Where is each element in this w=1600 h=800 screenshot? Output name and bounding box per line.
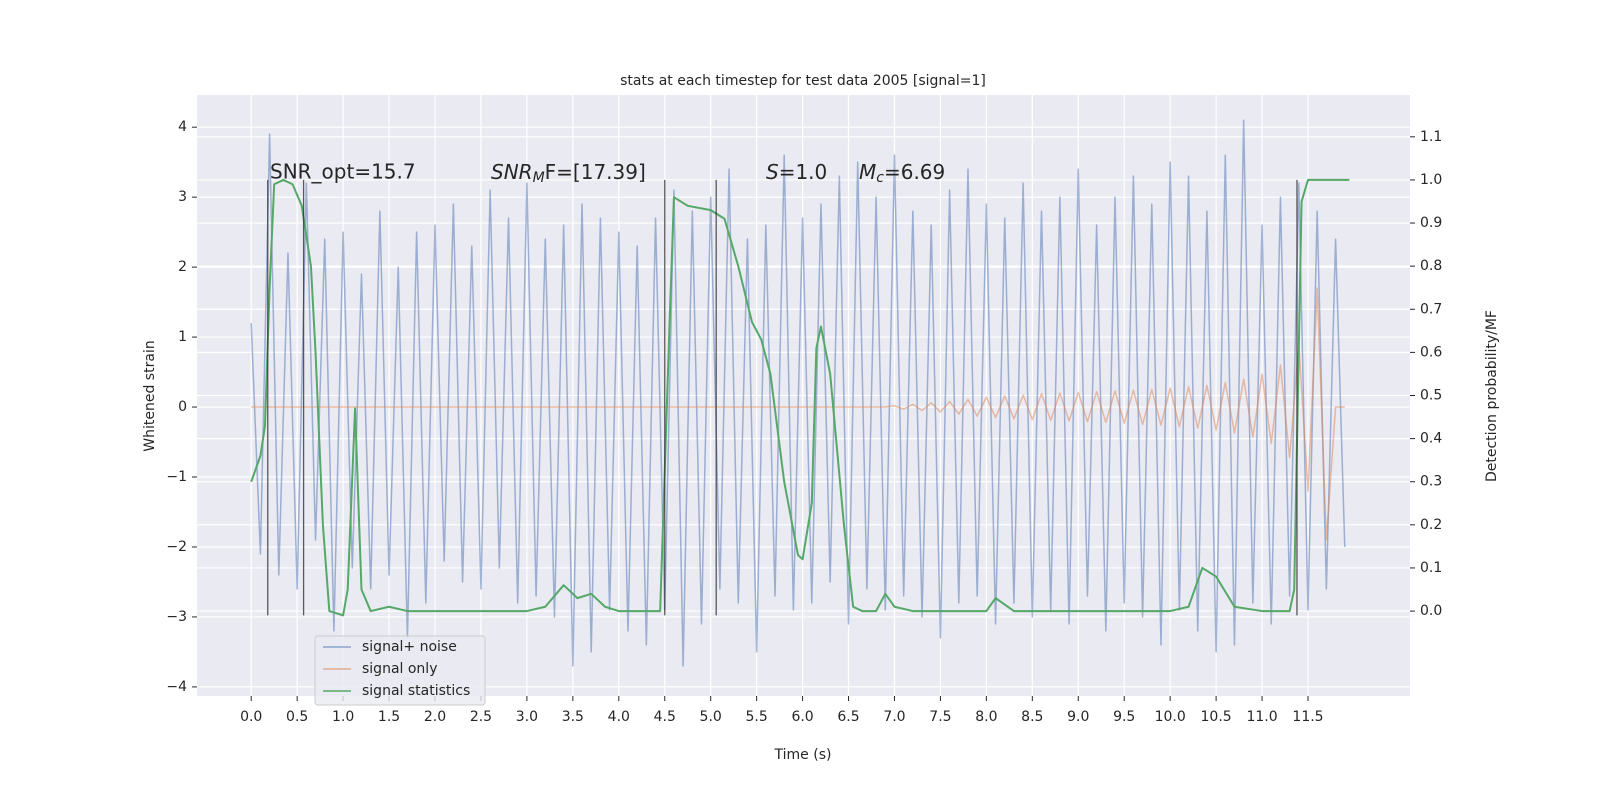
x-tick-label: 7.5	[929, 709, 951, 725]
y-tick-label: −4	[166, 679, 187, 695]
x-tick-label: 4.5	[654, 709, 676, 725]
y2-tick-label: 0.3	[1420, 474, 1442, 490]
y2-tick-label: 0.4	[1420, 431, 1442, 447]
annotation-part: M	[859, 160, 876, 184]
x-tick-label: 6.5	[837, 709, 859, 725]
y-tick-label: 3	[178, 189, 187, 205]
annotation-part: =6.69	[884, 160, 945, 184]
x-tick-label: 8.5	[1021, 709, 1043, 725]
y2-tick-label: 1.1	[1420, 129, 1442, 145]
y-tick-label: 1	[178, 329, 187, 345]
y-tick-label: 4	[178, 119, 187, 135]
annotation-part: F=[17.39]	[545, 160, 646, 184]
x-tick-label: 5.0	[700, 709, 722, 725]
y2-tick-label: 0.6	[1420, 344, 1442, 360]
y2-axis-label: Detection probability/MF	[1484, 310, 1500, 482]
series-line	[250, 119, 1346, 667]
legend-label: signal+ noise	[362, 639, 457, 655]
x-tick-label: 10.0	[1155, 709, 1186, 725]
annotation-part: =1.0	[779, 160, 828, 184]
annotation: Mc=6.69	[859, 160, 945, 187]
y-tick-label: 0	[178, 399, 187, 415]
annotation-part: M	[533, 170, 545, 186]
x-tick-label: 2.0	[424, 709, 446, 725]
legend-label: signal statistics	[362, 683, 470, 699]
y-tick-label: −1	[166, 469, 187, 485]
y-axis-label: Whitened strain	[142, 340, 158, 451]
x-tick-label: 3.0	[516, 709, 538, 725]
annotation-part: c	[876, 170, 884, 186]
x-tick-label: 7.0	[883, 709, 905, 725]
y-tick-label: 2	[178, 259, 187, 275]
x-tick-label: 9.5	[1113, 709, 1135, 725]
x-tick-label: 8.0	[975, 709, 997, 725]
y2-tick-label: 0.7	[1420, 301, 1442, 317]
y2-tick-label: 0.1	[1420, 560, 1442, 576]
x-tick-label: 11.0	[1246, 709, 1277, 725]
x-tick-label: 10.5	[1201, 709, 1232, 725]
annotation-part: SNR	[491, 160, 533, 184]
annotation: SNRMF=[17.39]	[491, 160, 646, 187]
x-tick-label: 0.0	[240, 709, 262, 725]
series-line	[250, 178, 1350, 617]
y2-tick-label: 0.8	[1420, 258, 1442, 274]
x-tick-label: 0.5	[286, 709, 308, 725]
x-tick-label: 11.5	[1292, 709, 1323, 725]
y2-tick-label: 0.5	[1420, 388, 1442, 404]
series-line	[251, 287, 1345, 541]
x-tick-label: 9.0	[1067, 709, 1089, 725]
y2-tick-label: 0.9	[1420, 215, 1442, 231]
y2-tick-label: 0.0	[1420, 603, 1442, 619]
x-tick-label: 5.5	[746, 709, 768, 725]
y-tick-label: −2	[166, 539, 187, 555]
y2-tick-label: 0.2	[1420, 517, 1442, 533]
y2-tick-label: 1.0	[1420, 172, 1442, 188]
x-tick-label: 1.5	[378, 709, 400, 725]
legend-label: signal only	[362, 661, 437, 677]
x-tick-label: 3.5	[562, 709, 584, 725]
x-tick-label: 1.0	[332, 709, 354, 725]
x-axis-label: Time (s)	[774, 747, 832, 763]
annotation-part: S	[766, 160, 779, 184]
x-tick-label: 6.0	[791, 709, 813, 725]
annotation: SNR_opt=15.7	[270, 160, 416, 184]
chart-title: stats at each timestep for test data 200…	[620, 73, 986, 89]
annotation: S=1.0	[766, 160, 827, 184]
x-tick-label: 2.5	[470, 709, 492, 725]
x-tick-label: 4.0	[608, 709, 630, 725]
legend-box	[314, 635, 486, 706]
y-tick-label: −3	[166, 609, 187, 625]
